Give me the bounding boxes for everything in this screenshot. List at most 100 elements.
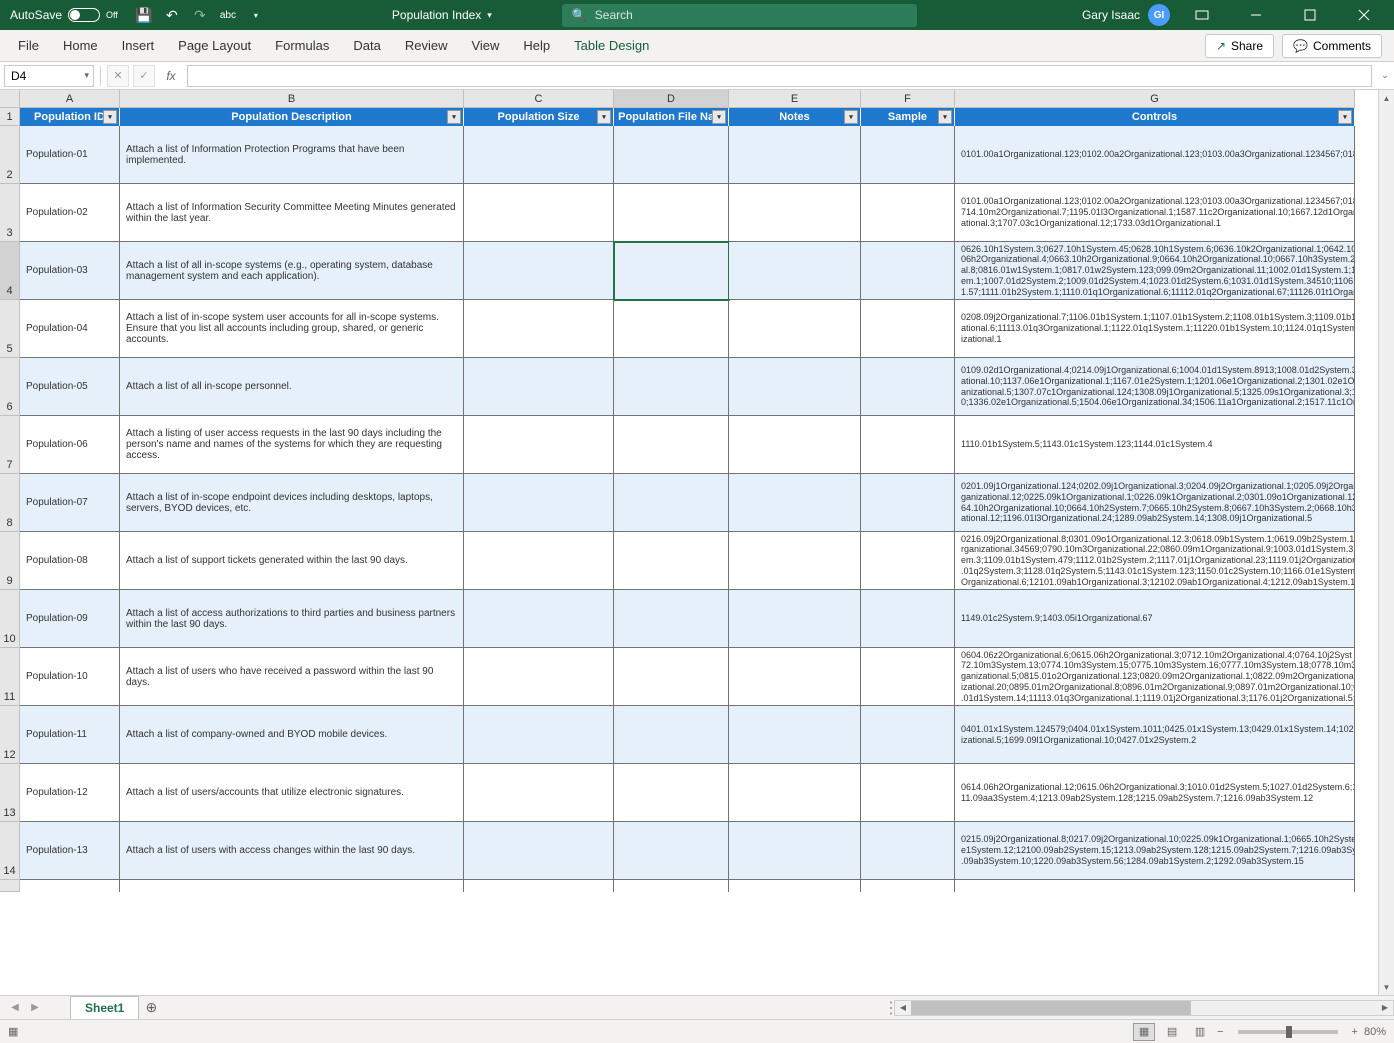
cell[interactable] (614, 822, 729, 880)
cell[interactable] (614, 590, 729, 648)
cell[interactable]: Attach a listing of user access requests… (120, 416, 464, 474)
cell[interactable]: 1149.01c2System.9;1403.05i1Organizationa… (955, 590, 1355, 648)
row-header[interactable]: 11 (0, 648, 20, 706)
cell[interactable]: Population-02 (20, 184, 120, 242)
cell[interactable] (729, 184, 861, 242)
tab-table-design[interactable]: Table Design (562, 30, 661, 62)
user-account[interactable]: Gary Isaac GI (1082, 4, 1170, 26)
filter-dropdown-icon[interactable]: ▾ (844, 110, 858, 124)
row-header[interactable]: 2 (0, 126, 20, 184)
cell[interactable] (464, 474, 614, 532)
cell[interactable] (861, 242, 955, 300)
page-layout-view-icon[interactable]: ▤ (1161, 1023, 1183, 1041)
sheet-next-icon[interactable]: ▶ (26, 999, 44, 1017)
scroll-right-icon[interactable]: ▶ (1377, 1001, 1393, 1015)
vertical-scrollbar[interactable]: ▲ ▼ (1378, 90, 1394, 995)
record-macro-icon[interactable]: ▦ (8, 1025, 18, 1038)
cell[interactable] (729, 300, 861, 358)
zoom-in-icon[interactable]: + (1352, 1026, 1358, 1038)
hscroll-thumb[interactable] (911, 1001, 1191, 1015)
cell[interactable]: Attach a list of access authorizations t… (120, 590, 464, 648)
cell[interactable] (464, 764, 614, 822)
cell[interactable]: Population-08 (20, 532, 120, 590)
cell[interactable] (861, 822, 955, 880)
tab-page-layout[interactable]: Page Layout (166, 30, 263, 62)
formula-input[interactable] (187, 65, 1372, 87)
add-sheet-button[interactable]: ⊕ (139, 999, 163, 1016)
cell[interactable] (729, 648, 861, 706)
row-header[interactable]: 8 (0, 474, 20, 532)
cell[interactable] (614, 242, 729, 300)
tab-formulas[interactable]: Formulas (263, 30, 341, 62)
sheet-tab[interactable]: Sheet1 (70, 996, 139, 1019)
autosave-switch[interactable] (68, 8, 100, 22)
cell[interactable] (614, 300, 729, 358)
cell[interactable] (464, 184, 614, 242)
column-header-G[interactable]: G (955, 90, 1355, 108)
cell[interactable] (464, 300, 614, 358)
minimize-button[interactable] (1234, 0, 1278, 30)
cell[interactable]: Population-10 (20, 648, 120, 706)
cell[interactable]: 0216.09j2Organizational.8;0301.09o1Organ… (955, 532, 1355, 590)
cell[interactable]: Attach a list of users who have received… (120, 648, 464, 706)
cell[interactable] (729, 474, 861, 532)
row-header[interactable]: 13 (0, 764, 20, 822)
row-header[interactable]: 14 (0, 822, 20, 880)
table-header-cell[interactable]: Controls▾ (955, 108, 1355, 126)
close-button[interactable] (1342, 0, 1386, 30)
expand-formula-icon[interactable]: ⌄ (1376, 70, 1394, 81)
row-header[interactable]: 7 (0, 416, 20, 474)
cell[interactable]: 0208.09j2Organizational.7;1106.01b1Syste… (955, 300, 1355, 358)
zoom-out-icon[interactable]: − (1217, 1026, 1223, 1038)
cell[interactable] (614, 648, 729, 706)
cancel-formula-icon[interactable]: ✕ (107, 65, 129, 87)
row-header[interactable]: 1 (0, 108, 20, 126)
cell[interactable] (861, 764, 955, 822)
cell[interactable]: 0215.09j2Organizational.8;0217.09j2Organ… (955, 822, 1355, 880)
cell[interactable] (861, 300, 955, 358)
sheet-prev-icon[interactable]: ◀ (6, 999, 24, 1017)
row-header[interactable]: 9 (0, 532, 20, 590)
cell[interactable] (464, 358, 614, 416)
tab-data[interactable]: Data (341, 30, 392, 62)
cell[interactable] (464, 822, 614, 880)
cell[interactable] (614, 126, 729, 184)
cell[interactable]: Population-03 (20, 242, 120, 300)
column-header-C[interactable]: C (464, 90, 614, 108)
cell[interactable] (729, 590, 861, 648)
cell[interactable] (861, 126, 955, 184)
autosave-toggle[interactable]: AutoSave Off (0, 8, 128, 22)
cell[interactable] (861, 416, 955, 474)
row-header[interactable]: 12 (0, 706, 20, 764)
filter-dropdown-icon[interactable]: ▾ (597, 110, 611, 124)
cell[interactable]: Population-01 (20, 126, 120, 184)
table-header-cell[interactable]: Sample▾ (861, 108, 955, 126)
normal-view-icon[interactable]: ▦ (1133, 1023, 1155, 1041)
cell[interactable]: Attach a list of support tickets generat… (120, 532, 464, 590)
cell[interactable] (861, 184, 955, 242)
cell[interactable]: 0401.01x1System.124579;0404.01x1System.1… (955, 706, 1355, 764)
row-header[interactable]: 3 (0, 184, 20, 242)
zoom-level[interactable]: 80% (1364, 1026, 1386, 1038)
row-header[interactable]: 5 (0, 300, 20, 358)
scroll-down-icon[interactable]: ▼ (1379, 979, 1394, 995)
cell[interactable] (614, 184, 729, 242)
cell[interactable]: Population-11 (20, 706, 120, 764)
cell[interactable] (464, 242, 614, 300)
document-title[interactable]: Population Index ▾ (392, 8, 492, 22)
cell[interactable] (861, 590, 955, 648)
cell[interactable]: Population-06 (20, 416, 120, 474)
cell[interactable] (614, 474, 729, 532)
cell[interactable] (729, 416, 861, 474)
save-icon[interactable]: 💾 (136, 7, 152, 23)
enter-formula-icon[interactable]: ✓ (133, 65, 155, 87)
cell[interactable]: Population-07 (20, 474, 120, 532)
fx-icon[interactable]: fx (159, 69, 183, 83)
maximize-button[interactable] (1288, 0, 1332, 30)
cell[interactable] (464, 532, 614, 590)
cell[interactable] (861, 358, 955, 416)
cell[interactable]: 0201.09j1Organizational.124;0202.09j1Org… (955, 474, 1355, 532)
cell[interactable]: 0626.10h1System.3;0627.10h1System.45;062… (955, 242, 1355, 300)
cell[interactable] (464, 590, 614, 648)
row-header[interactable]: 6 (0, 358, 20, 416)
